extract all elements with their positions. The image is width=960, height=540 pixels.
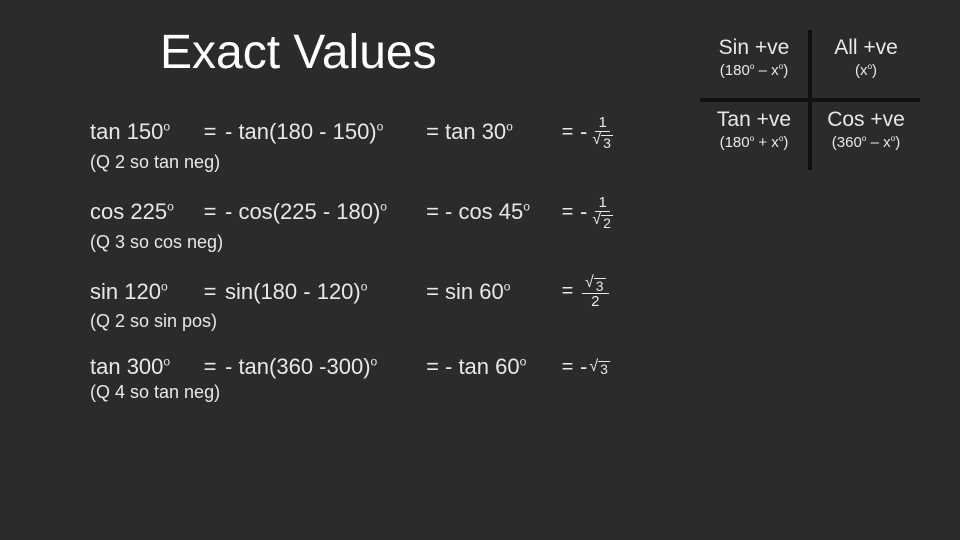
lhs-text: tan 150 [90,119,163,144]
result-fraction: √3 2 [580,275,609,310]
quadrant-q2: Sin +ve (180o – xo) [700,36,808,79]
astc-diagram: Sin +ve (180o – xo) All +ve (xo) Tan +ve… [700,30,920,170]
quadrant-note: (Q 2 so sin pos) [90,311,680,332]
page-title: Exact Values [160,25,437,80]
equation-row: cos 225o = - cos(225 - 180)o = - cos 45o… [90,195,680,230]
mid-text: - tan(180 - 150) [225,119,377,144]
result-value: - √3 [580,354,610,380]
equation-row: tan 300o = - tan(360 -300)o = - tan 60o … [90,354,680,380]
quadrant-q1: All +ve (xo) [812,36,920,79]
quadrant-note: (Q 2 so tan neg) [90,152,680,173]
equation-row: sin 120o = sin(180 - 120)o = sin 60o = √… [90,275,680,310]
rhs-text: tan 30 [445,119,506,144]
result-fraction: - 1 √2 [580,195,616,230]
quadrant-note: (Q 3 so cos neg) [90,232,680,253]
equation-row: tan 150o = - tan(180 - 150)o = tan 30o =… [90,115,680,150]
axis-horizontal [700,98,920,102]
equations-block: tan 150o = - tan(180 - 150)o = tan 30o =… [90,115,680,425]
quadrant-note: (Q 4 so tan neg) [90,382,680,403]
result-fraction: - 1 √3 [580,115,616,150]
quadrant-q3: Tan +ve (180o + xo) [700,108,808,151]
quadrant-q4: Cos +ve (360o – xo) [812,108,920,151]
